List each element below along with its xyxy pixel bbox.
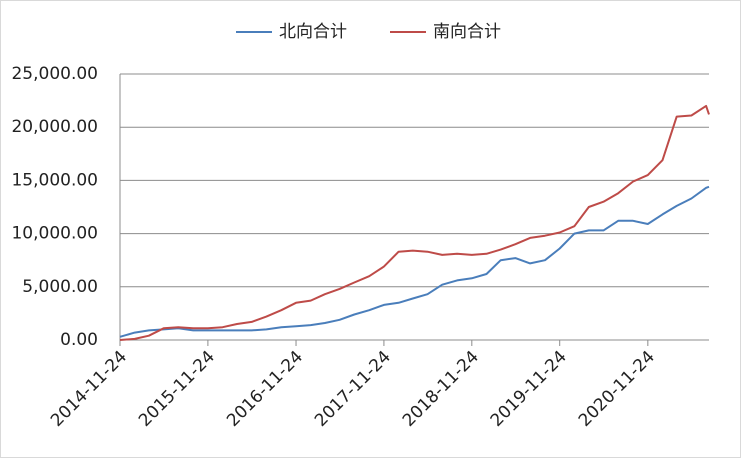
series-line bbox=[119, 104, 710, 341]
series-line bbox=[119, 185, 710, 338]
y-tick-label: 15,000.00 bbox=[11, 170, 98, 190]
y-tick-label: 25,000.00 bbox=[11, 64, 98, 84]
y-tick-label: 5,000.00 bbox=[22, 277, 98, 297]
y-tick-label: 10,000.00 bbox=[11, 224, 98, 244]
y-tick-label: 20,000.00 bbox=[11, 117, 98, 137]
legend-label: 南向合计 bbox=[433, 22, 501, 42]
legend-label: 北向合计 bbox=[279, 22, 347, 42]
y-tick-label: 0.00 bbox=[60, 330, 98, 350]
